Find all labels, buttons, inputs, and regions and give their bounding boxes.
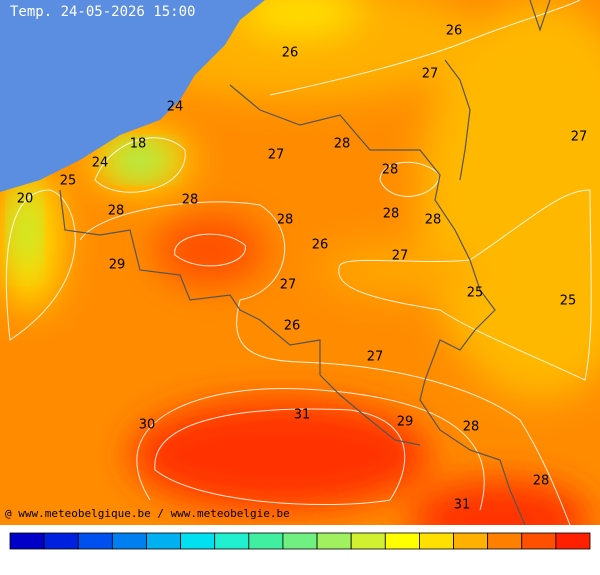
color-swatch [77,532,113,550]
color-swatch [350,532,386,550]
borders [59,0,551,526]
contour-label: 28 [108,204,125,219]
contour-label: 29 [397,415,414,430]
contour-label: 25 [60,174,77,189]
color-scale [9,532,591,550]
contour-label: 28 [463,420,480,435]
contour-label: 25 [560,294,577,309]
contour-label: 31 [294,408,311,423]
color-swatch [146,532,181,550]
color-swatch [282,532,318,550]
contour-label: 26 [282,46,299,61]
color-swatch [111,532,147,550]
contour-label: 30 [139,418,156,433]
color-swatch [419,532,454,550]
contour-label: 27 [367,350,384,365]
color-swatch [214,532,250,550]
contour-label: 28 [334,137,351,152]
contour-label: 25 [467,286,484,301]
contour-label: 26 [284,319,301,334]
contour-label: 27 [392,249,409,264]
color-swatch [384,532,420,550]
contour-label: 18 [130,137,147,152]
contour-label: 27 [571,130,588,145]
contour-label: 28 [425,213,442,228]
contour-label: 28 [382,163,399,178]
contour-label: 28 [182,193,199,208]
contour-label: 27 [422,67,439,82]
contour-label: 24 [92,156,109,171]
credit: @ www.meteobelgique.be / www.meteobelgie… [5,507,290,520]
color-swatch [180,532,216,550]
contour-label: 27 [268,148,285,163]
color-swatch [521,532,557,550]
contour-labels: 26 26 27 24 27 18 28 27 24 28 25 20 28 2… [17,24,588,513]
contour-label: 29 [109,258,126,273]
contour-label: 28 [383,207,400,222]
color-swatch [487,532,523,550]
color-swatch [555,532,591,550]
color-swatch [316,532,352,550]
color-swatch [9,532,45,550]
contour-label: 28 [277,213,294,228]
contour-label: 24 [167,100,184,115]
contour-label: 27 [280,278,297,293]
contour-label: 31 [454,498,471,513]
sea [0,0,265,192]
contour-label: 26 [312,238,329,253]
color-swatch [43,532,79,550]
color-swatch [248,532,284,550]
color-swatch [453,532,489,550]
temperature-field [0,0,600,525]
map-title: Temp. 24-05-2026 15:00 [10,4,195,20]
contour-label: 28 [533,474,550,489]
contour-label: 20 [17,192,34,207]
contour-label: 26 [446,24,463,39]
